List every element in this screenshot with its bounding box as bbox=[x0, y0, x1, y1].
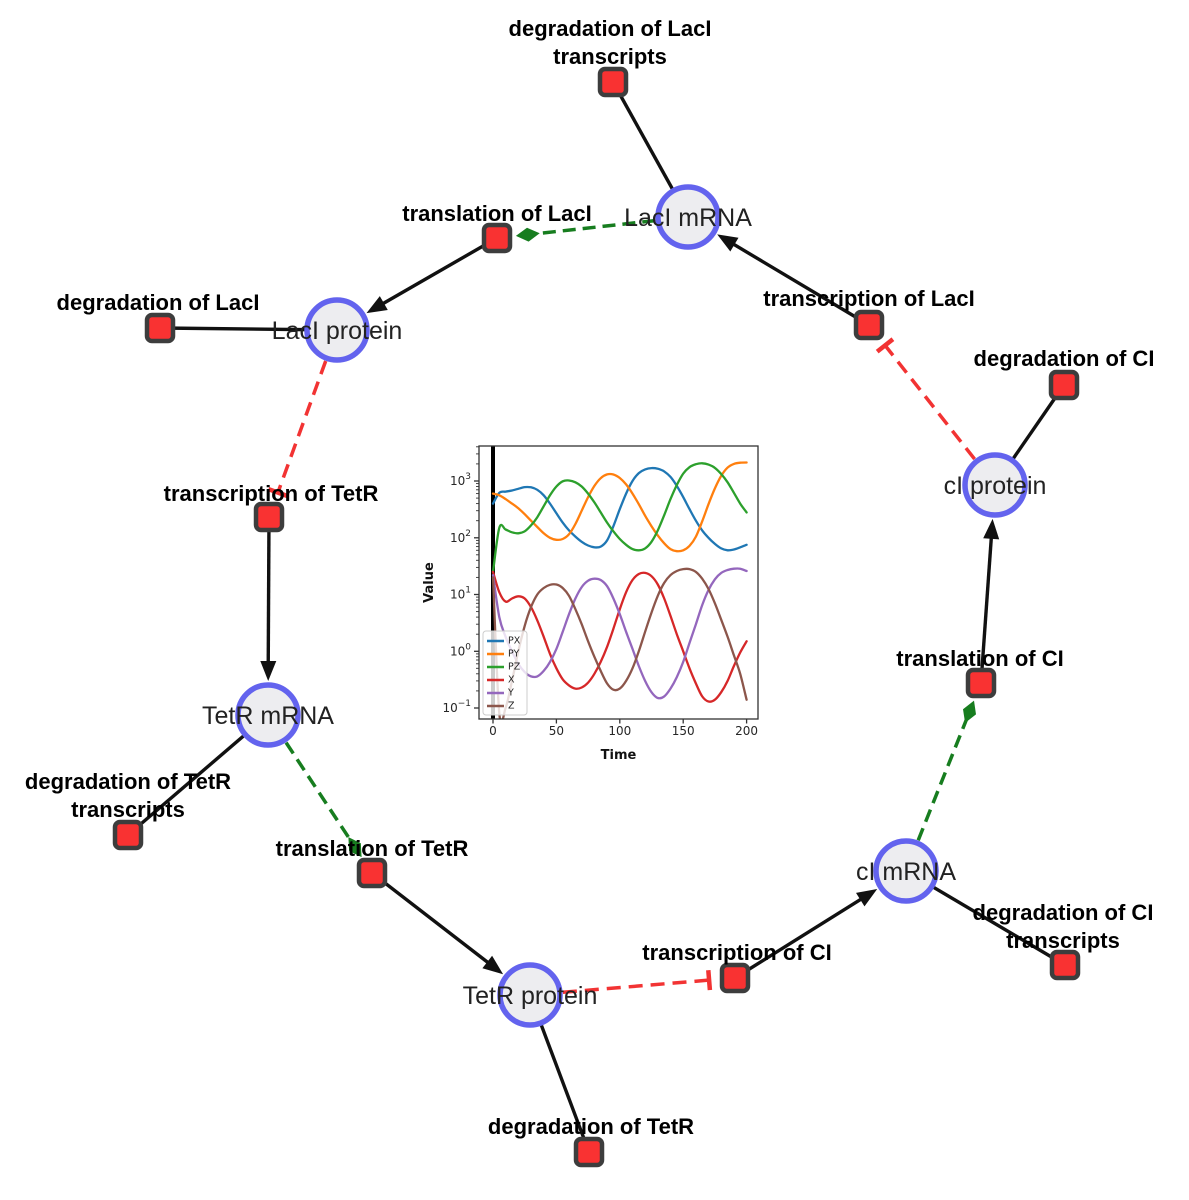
species-label-tetr_mrna: TetR mRNA bbox=[202, 702, 334, 730]
reaction-label-deg_laci_tr: degradation of LacI transcripts bbox=[509, 16, 712, 69]
reaction-label-deg_ci: degradation of CI bbox=[974, 346, 1155, 371]
series-X bbox=[491, 570, 748, 703]
legend-label-PZ: PZ bbox=[508, 662, 521, 673]
edge-laci_mrna-transl_laci-diamond bbox=[515, 227, 540, 242]
x-tick-label: 100 bbox=[608, 724, 631, 738]
reaction-label-deg_tetr_tr: degradation of TetR transcripts bbox=[25, 769, 231, 822]
reaction-label-deg_laci: degradation of LacI bbox=[57, 290, 260, 315]
edge-transl_ci-ci_protein-arrowhead bbox=[983, 518, 1000, 540]
edge-tetr_mrna-transl_tetr bbox=[284, 741, 354, 844]
series-PY bbox=[491, 461, 748, 553]
labels-layer: degradation of LacI transcripts translatio… bbox=[25, 16, 1155, 1139]
edge-transcr_ci-ci_mrna-arrowhead bbox=[856, 889, 878, 907]
timeseries-chart: PX PY PZ XYZ 0 50 100 150 200 10−1 100 101 102 103 Tim… bbox=[422, 445, 759, 763]
species-label-tetr_protein: TetR protein bbox=[463, 982, 598, 1010]
reaction-node-transcr_tetr[interactable] bbox=[253, 501, 285, 533]
edge-ci_protein-transcr_laci bbox=[883, 344, 976, 461]
x-tick-label: 50 bbox=[549, 724, 564, 738]
reaction-node-deg_tetr[interactable] bbox=[573, 1136, 605, 1168]
series-Y bbox=[491, 567, 748, 700]
edge-transl_ci-ci_protein bbox=[979, 530, 994, 684]
species-label-laci_mrna: LacI mRNA bbox=[624, 204, 752, 232]
x-axis-title: Time bbox=[601, 748, 637, 763]
series-Z bbox=[491, 567, 748, 719]
x-tick-label: 150 bbox=[672, 724, 695, 738]
reaction-label-transl_laci: translation of LacI bbox=[402, 201, 591, 226]
edge-laci_protein-transcr_tetr-tbar bbox=[267, 486, 289, 499]
x-tick-label: 200 bbox=[735, 724, 758, 738]
edge-transl_tetr-tetr_protein-arrowhead bbox=[482, 955, 504, 975]
reaction-label-deg_ci_tr: degradation of CI transcripts bbox=[973, 900, 1154, 953]
series-PX bbox=[491, 466, 748, 552]
edge-ci_mrna-transl_ci bbox=[916, 716, 969, 841]
reaction-label-transl_ci: translation of CI bbox=[896, 646, 1063, 671]
reaction-node-transl_tetr[interactable] bbox=[356, 857, 388, 889]
edge-tetr_mrna-transl_tetr-diamond bbox=[348, 837, 362, 858]
edge-transcr_tetr-tetr_mrna-arrowhead bbox=[260, 661, 277, 681]
edge-tetr_protein-transcr_ci bbox=[562, 978, 710, 995]
species-node-laci_protein[interactable] bbox=[304, 297, 370, 363]
legend-label-Z: Z bbox=[508, 701, 515, 712]
chart-legend: PX PY PZ XYZ bbox=[482, 630, 528, 716]
reaction-node-transcr_laci[interactable] bbox=[853, 309, 885, 341]
x-tick-label: 0 bbox=[489, 724, 497, 738]
reaction-label-transcr_tetr: transcription of TetR bbox=[164, 481, 379, 506]
edge-transcr_ci-ci_mrna bbox=[734, 893, 868, 980]
reaction-label-deg_tetr: degradation of TetR bbox=[488, 1114, 694, 1139]
legend-label-PX: PX bbox=[508, 636, 521, 647]
edge-laci_mrna-transl_laci bbox=[533, 218, 656, 236]
y-tick-label: 10−1 bbox=[442, 699, 471, 715]
reaction-node-deg_ci_tr[interactable] bbox=[1049, 949, 1081, 981]
species-node-ci_protein[interactable] bbox=[962, 452, 1028, 518]
edge-laci_protein-transcr_tetr bbox=[276, 360, 328, 494]
species-label-laci_protein: LacI protein bbox=[272, 317, 403, 345]
legend-label-Y: Y bbox=[507, 688, 514, 699]
y-tick-label: 101 bbox=[450, 586, 471, 602]
chart-spines bbox=[478, 445, 759, 720]
reaction-label-transl_tetr: translation of TetR bbox=[276, 836, 469, 861]
legend-box bbox=[482, 630, 528, 716]
legend-label-PY: PY bbox=[508, 649, 520, 660]
edge-ci_protein-transcr_laci-tbar bbox=[875, 337, 895, 354]
reaction-node-deg_ci[interactable] bbox=[1048, 369, 1080, 401]
edge-transl_tetr-tetr_protein bbox=[370, 871, 495, 969]
reaction-node-transl_laci[interactable] bbox=[481, 222, 513, 254]
reaction-node-deg_laci[interactable] bbox=[144, 312, 176, 344]
edge-ci_mrna-transl_ci-diamond bbox=[963, 700, 976, 723]
edge-tetr_protein-transcr_ci-tbar bbox=[706, 970, 713, 991]
reaction-label-transcr_laci: transcription of LacI bbox=[763, 286, 974, 311]
legend-label-X: X bbox=[508, 675, 515, 686]
reaction-label-transcr_ci: transcription of CI bbox=[642, 940, 831, 965]
edge-transcr_laci-laci_mrna-arrowhead bbox=[717, 234, 739, 252]
y-tick-label: 102 bbox=[450, 529, 471, 545]
reaction-node-deg_laci_tr[interactable] bbox=[597, 66, 629, 98]
reaction-node-transcr_ci[interactable] bbox=[719, 962, 751, 994]
y-tick-label: 100 bbox=[450, 642, 471, 658]
species-node-tetr_mrna[interactable] bbox=[235, 682, 301, 748]
series-PZ bbox=[491, 462, 748, 574]
y-axis-title: Value bbox=[422, 562, 437, 603]
edge-transcr_laci-laci_mrna bbox=[726, 239, 870, 327]
edge-transl_laci-laci_protein bbox=[376, 236, 498, 309]
nodes-layer bbox=[112, 66, 1081, 1168]
species-node-tetr_protein[interactable] bbox=[497, 962, 563, 1028]
species-label-ci_protein: cI protein bbox=[944, 472, 1047, 500]
edge-transl_laci-laci_protein-arrowhead bbox=[366, 296, 388, 314]
species-node-laci_mrna[interactable] bbox=[655, 184, 721, 250]
reaction-node-transl_ci[interactable] bbox=[965, 667, 997, 699]
species-node-ci_mrna[interactable] bbox=[873, 838, 939, 904]
y-tick-label: 103 bbox=[450, 472, 471, 488]
edge-transcr_tetr-tetr_mrna bbox=[266, 516, 271, 670]
species-label-ci_mrna: cI mRNA bbox=[856, 858, 956, 886]
reaction-node-deg_tetr_tr[interactable] bbox=[112, 819, 144, 851]
